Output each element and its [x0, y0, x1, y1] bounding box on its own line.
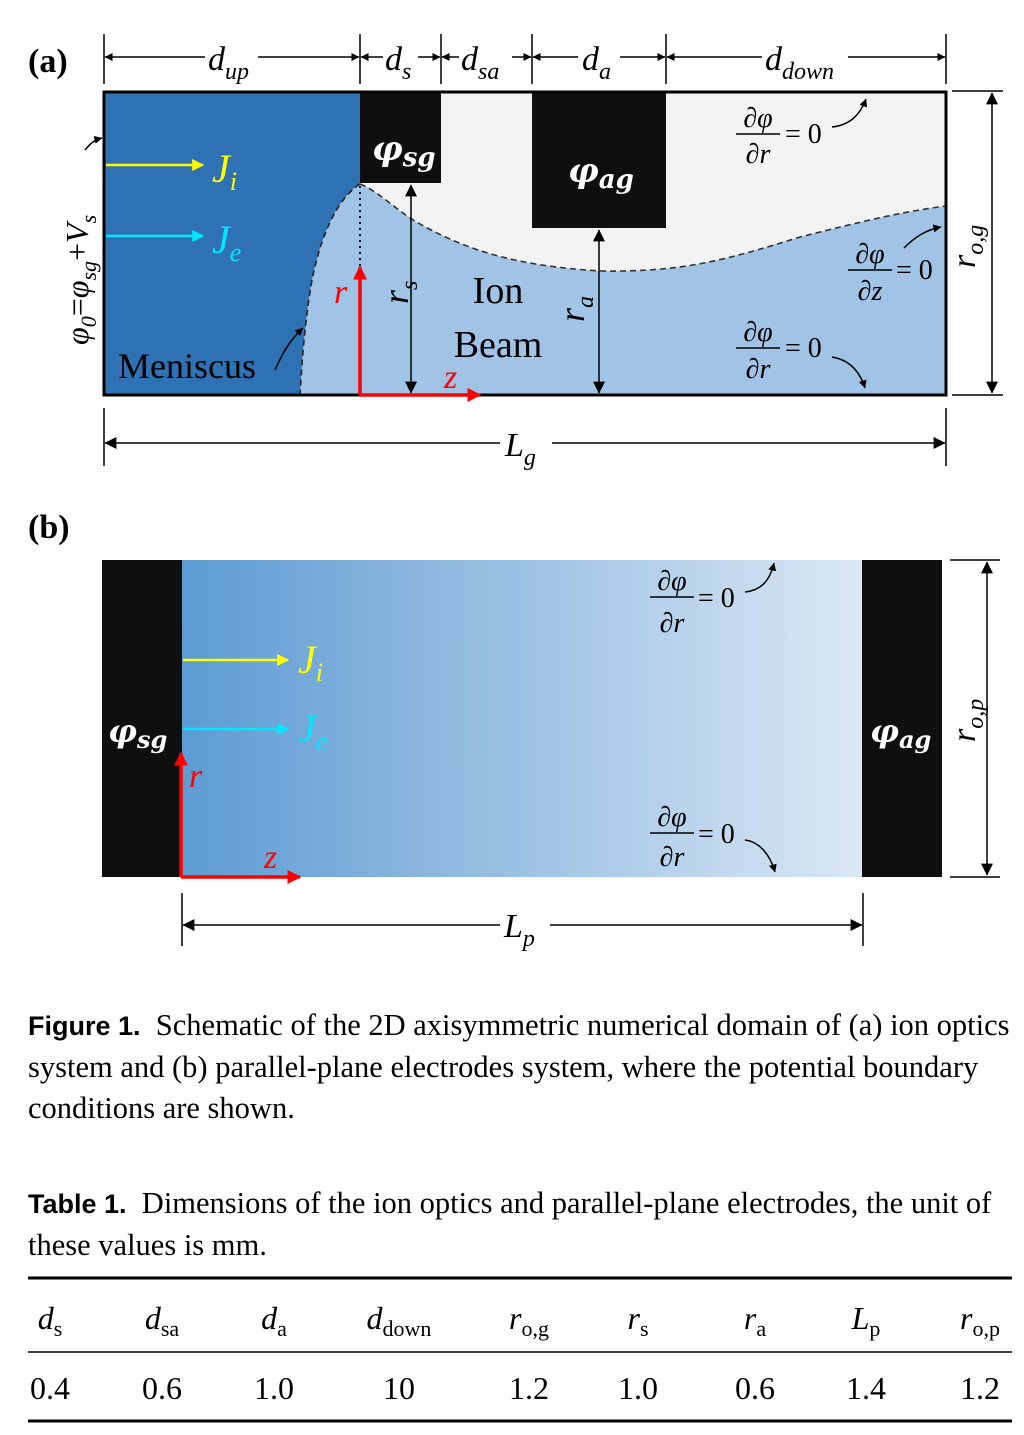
- r-s-label: rs: [376, 281, 423, 304]
- L-g-label: Lg: [504, 427, 536, 471]
- table-header-cell: dsa: [145, 1300, 180, 1341]
- d-s-label: ds: [385, 41, 411, 85]
- svg-text:∂r: ∂r: [660, 842, 685, 873]
- svg-text:∂φ: ∂φ: [855, 239, 884, 270]
- panel-a-right-bc: ∂φ ∂z = 0: [848, 239, 933, 307]
- panel-b-gap-region: [181, 560, 863, 877]
- emitter-bc-arrow: [84, 135, 103, 151]
- svg-text:= 0: = 0: [698, 583, 735, 614]
- svg-text:∂z: ∂z: [858, 276, 883, 307]
- table-caption: Table 1. Dimensions of the ion optics an…: [28, 1183, 1018, 1266]
- ion-beam-label-line2: Beam: [454, 324, 543, 366]
- emitter-potential-bc: φ0=φsg+Vs: [59, 215, 101, 345]
- panel-b-top-bc-arrow: [744, 562, 777, 593]
- r-axis-label: r: [334, 274, 348, 311]
- svg-text:= 0: = 0: [698, 819, 735, 850]
- svg-text:∂φ: ∂φ: [743, 317, 772, 348]
- domain-border: [102, 90, 948, 397]
- meniscus-region: [104, 92, 360, 395]
- svg-text:= 0: = 0: [785, 333, 822, 364]
- table-value-cell: 0.6: [142, 1370, 182, 1406]
- panel-b-r-axis-label: r: [189, 758, 203, 795]
- panel-b-j-i-label: Ji: [298, 637, 323, 687]
- table-value-cell: 0.6: [735, 1370, 775, 1406]
- beam-boundary: [359, 183, 947, 272]
- L-p-dimension: [181, 893, 864, 946]
- svg-text:∂r: ∂r: [746, 354, 771, 385]
- beam-edge-region: [300, 184, 360, 395]
- r-o-g-label: ro,g: [946, 225, 989, 268]
- table-header-cell: ddown: [367, 1300, 432, 1341]
- z-axis-label: z: [443, 359, 457, 396]
- table-value-cell: 1.2: [960, 1370, 1000, 1406]
- d-a-label: da: [582, 41, 611, 85]
- figure-caption: Figure 1. Schematic of the 2D axisymmetr…: [28, 1005, 1018, 1129]
- svg-text:∂φ: ∂φ: [657, 802, 686, 833]
- accel-grid-electrode: [532, 92, 666, 228]
- svg-text:∂r: ∂r: [746, 139, 771, 170]
- meniscus-boundary: [299, 183, 361, 396]
- r-o-p-dimension: [950, 559, 1000, 878]
- L-p-label: Lp: [503, 908, 535, 952]
- j-i-label: Ji: [212, 146, 237, 196]
- svg-text:= 0: = 0: [785, 119, 822, 150]
- table-value-cell: 1.4: [846, 1370, 886, 1406]
- d-up-label: dup: [208, 41, 249, 85]
- meniscus-label: Meniscus: [118, 346, 256, 386]
- panel-a-top-bc: ∂φ ∂r = 0: [736, 103, 822, 170]
- figure-1: (a) dup ds dsa da ddown φsg: [28, 34, 1003, 952]
- panel-a-bottom-bc: ∂φ ∂r = 0: [736, 317, 822, 385]
- L-g-dimension: [103, 408, 947, 466]
- phi-ag-label: φag: [568, 151, 634, 195]
- table-header-cell: ra: [744, 1300, 766, 1341]
- bottom-bc-arrow: [831, 356, 867, 389]
- panel-a-label: (a): [28, 43, 68, 80]
- top-bc-arrow: [831, 98, 868, 128]
- screen-grid-electrode: [360, 92, 441, 183]
- j-e-label: Je: [212, 217, 241, 267]
- figure-caption-text: Schematic of the 2D axisymmetric numeric…: [28, 1008, 1010, 1125]
- table-value-cell: 10: [383, 1370, 415, 1406]
- panel-a-domain: [102, 90, 948, 397]
- table-value-cell: 1.0: [618, 1370, 658, 1406]
- table-header-cell: ds: [38, 1300, 63, 1341]
- r-a-label: ra: [552, 296, 599, 322]
- table-value-cell: 0.4: [30, 1370, 70, 1406]
- table-value-cell: 1.0: [254, 1370, 294, 1406]
- table-header-cell: rs: [627, 1300, 648, 1341]
- svg-text:= 0: = 0: [896, 255, 933, 286]
- ion-beam-region: [360, 184, 946, 395]
- panel-b-screen-electrode: [102, 560, 182, 877]
- table-value-cell: 1.2: [509, 1370, 549, 1406]
- panel-b-top-bc: ∂φ ∂r = 0: [650, 566, 735, 639]
- panel-b-phi-ag-label: φag: [870, 712, 931, 754]
- panel-b-j-e-label: Je: [298, 706, 327, 756]
- panel-b-bottom-bc-arrow: [744, 839, 777, 873]
- panel-b-phi-sg-label: φsg: [108, 712, 167, 754]
- panel-a-dimension-bar: [103, 34, 947, 84]
- meniscus-arrow: [274, 327, 304, 371]
- panel-b-label: (b): [28, 509, 70, 546]
- table-header-cell: Lp: [851, 1300, 881, 1341]
- d-down-label: ddown: [765, 41, 834, 85]
- table-header-cell: ro,p: [960, 1300, 1000, 1341]
- svg-text:∂φ: ∂φ: [743, 103, 772, 134]
- panel-b-z-axis-label: z: [263, 839, 277, 876]
- right-bc-arrow: [903, 224, 942, 249]
- svg-text:∂r: ∂r: [660, 608, 685, 639]
- table-caption-text: Dimensions of the ion optics and paralle…: [28, 1186, 992, 1262]
- panel-b-accel-electrode: [862, 560, 942, 877]
- svg-text:∂φ: ∂φ: [657, 566, 686, 597]
- table-header-cell: ro,g: [509, 1300, 549, 1341]
- ion-beam-label-line1: Ion: [473, 270, 524, 312]
- r-o-p-label: ro,p: [946, 699, 989, 742]
- d-sa-label: dsa: [461, 41, 499, 85]
- figure-caption-label: Figure 1.: [28, 1011, 141, 1041]
- table-caption-label: Table 1.: [28, 1189, 127, 1219]
- table-header-cell: da: [261, 1300, 287, 1341]
- phi-sg-label: φsg: [372, 129, 436, 173]
- r-o-g-dimension: [952, 90, 1003, 396]
- panel-b-bottom-bc: ∂φ ∂r = 0: [650, 802, 735, 873]
